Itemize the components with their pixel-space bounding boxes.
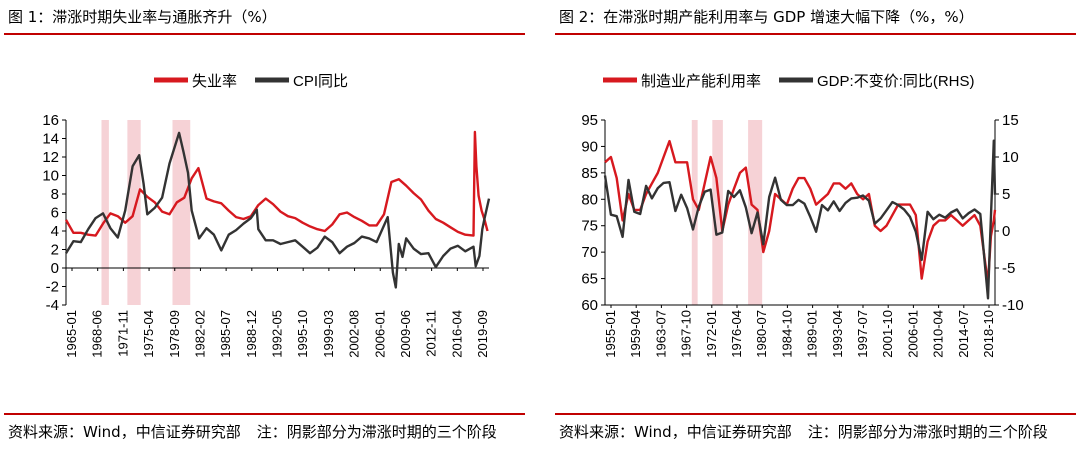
x-tick-label: 1988-12 (244, 310, 259, 358)
figure-1-bottom-rule (4, 413, 525, 415)
x-tick-label: 1968-06 (90, 310, 105, 358)
legend-label-2: CPI同比 (293, 73, 348, 90)
y-tick-label: 6 (51, 205, 59, 222)
x-tick-label: 1978-09 (167, 310, 182, 358)
series-line-2 (603, 139, 997, 300)
x-tick-label: 1959-04 (628, 310, 643, 358)
x-tick-label: 2010-04 (931, 310, 946, 358)
x-tick-label: 1972-01 (704, 310, 719, 358)
x-tick-label: 2016-04 (449, 310, 464, 358)
x-tick-label: 1963-07 (653, 310, 668, 358)
y-right-tick-label: 5 (1002, 186, 1010, 203)
x-tick-label: 2002-08 (347, 310, 362, 358)
y-tick-label: 2 (51, 242, 59, 259)
y-tick-label: 80 (581, 191, 598, 208)
x-tick-label: 2009-06 (398, 310, 413, 358)
y-tick-label: 4 (51, 223, 59, 240)
y-tick-label: 10 (42, 168, 59, 185)
legend-label-1: 制造业产能利用率 (641, 73, 761, 90)
x-tick-label: 1980-07 (754, 310, 769, 358)
figure-1-panel: 图 1：滞涨时期失业率与通胀齐升（%） -4 -2 0 2 4 6 8 10 12 14 16 196… (4, 0, 529, 472)
figure-2-top-rule (555, 33, 1076, 35)
figure-2-bottom-rule (555, 413, 1076, 415)
x-tick-label: 1985-07 (218, 310, 233, 358)
legend-label-2: GDP:不变价:同比(RHS) (817, 73, 975, 90)
y-tick-label: 12 (42, 149, 59, 166)
series-line-2 (64, 131, 491, 289)
figure-1-top-rule (4, 33, 525, 35)
y-right-tick-label: 0 (1002, 223, 1010, 240)
series-line-1 (604, 139, 997, 286)
x-tick-label: 1984-10 (779, 310, 794, 358)
x-tick-label: 1997-07 (855, 310, 870, 358)
shaded-period-1 (101, 120, 109, 305)
y-tick-label: 60 (581, 297, 598, 314)
y-tick-label: 14 (42, 131, 59, 148)
x-tick-label: 2014-07 (956, 310, 971, 358)
y-tick-label: 65 (581, 271, 598, 288)
y-tick-label: 8 (51, 186, 59, 203)
y-tick-label: -2 (46, 279, 59, 296)
y-tick-label: 90 (581, 138, 598, 155)
shaded-period-3 (748, 120, 763, 305)
x-tick-label: 1975-04 (141, 310, 156, 358)
series-line-1 (64, 130, 489, 237)
y-tick-label: 75 (581, 218, 598, 235)
x-tick-label: 2018-10 (981, 310, 996, 358)
figure-2-note: 注：阴影部分为滞涨时期的三个阶段 (807, 423, 1048, 441)
y-right-tick-label: 15 (1002, 112, 1019, 129)
x-tick-label: 1965-01 (64, 310, 79, 358)
legend-label-1: 失业率 (192, 73, 237, 90)
x-tick-label: 1955-01 (603, 310, 618, 358)
x-tick-label: 1971-11 (115, 310, 130, 357)
figure-2-source: 资料来源：Wind，中信证券研究部 (559, 423, 792, 441)
figure-1-source: 资料来源：Wind，中信证券研究部 (8, 423, 241, 441)
figure-1-title: 图 1：滞涨时期失业率与通胀齐升（%） (8, 8, 277, 26)
x-tick-label: 2001-10 (880, 310, 895, 358)
x-tick-label: 1989-01 (805, 310, 820, 358)
x-tick-label: 1982-02 (192, 310, 207, 358)
x-tick-label: 2019-09 (475, 310, 490, 358)
x-tick-label: 1992-05 (270, 310, 285, 358)
figure-1-note: 注：阴影部分为滞涨时期的三个阶段 (256, 423, 497, 441)
figure-2-title: 图 2：在滞涨时期产能利用率与 GDP 增速大幅下降（%，%） (559, 8, 974, 26)
y-right-tick-label: -5 (1002, 260, 1015, 277)
y-tick-label: -4 (46, 297, 59, 314)
y-tick-label: 95 (581, 112, 598, 129)
x-tick-label: 2012-11 (424, 310, 439, 357)
y-tick-label: 16 (42, 112, 59, 129)
x-tick-label: 1993-04 (830, 310, 845, 358)
y-tick-label: 70 (581, 244, 598, 261)
figure-2-chart: 60 65 70 75 80 85 90 95 -10 -5 0 5 10 15 1955-01 1959-0… (581, 73, 1024, 358)
figure-2-footer: 资料来源：Wind，中信证券研究部 注：阴影部分为滞涨时期的三个阶段 (559, 420, 1079, 444)
figure-1-footer: 资料来源：Wind，中信证券研究部 注：阴影部分为滞涨时期的三个阶段 (8, 420, 528, 444)
y-right-tick-label: 10 (1002, 149, 1019, 166)
y-right-tick-label: -10 (1002, 297, 1024, 314)
shaded-period-2 (712, 120, 723, 305)
x-tick-label: 1995-10 (295, 310, 310, 358)
x-tick-label: 1976-04 (729, 310, 744, 358)
shaded-period-1 (691, 120, 698, 305)
x-tick-label: 1967-10 (679, 310, 694, 358)
figure-2-panel: 图 2：在滞涨时期产能利用率与 GDP 增速大幅下降（%，%） 60 65 70 75… (555, 0, 1080, 472)
x-tick-label: 2006-01 (372, 310, 387, 358)
x-tick-label: 1999-03 (321, 310, 336, 358)
x-tick-label: 2006-01 (905, 310, 920, 358)
y-tick-label: 0 (51, 260, 59, 277)
y-tick-label: 85 (581, 165, 598, 182)
